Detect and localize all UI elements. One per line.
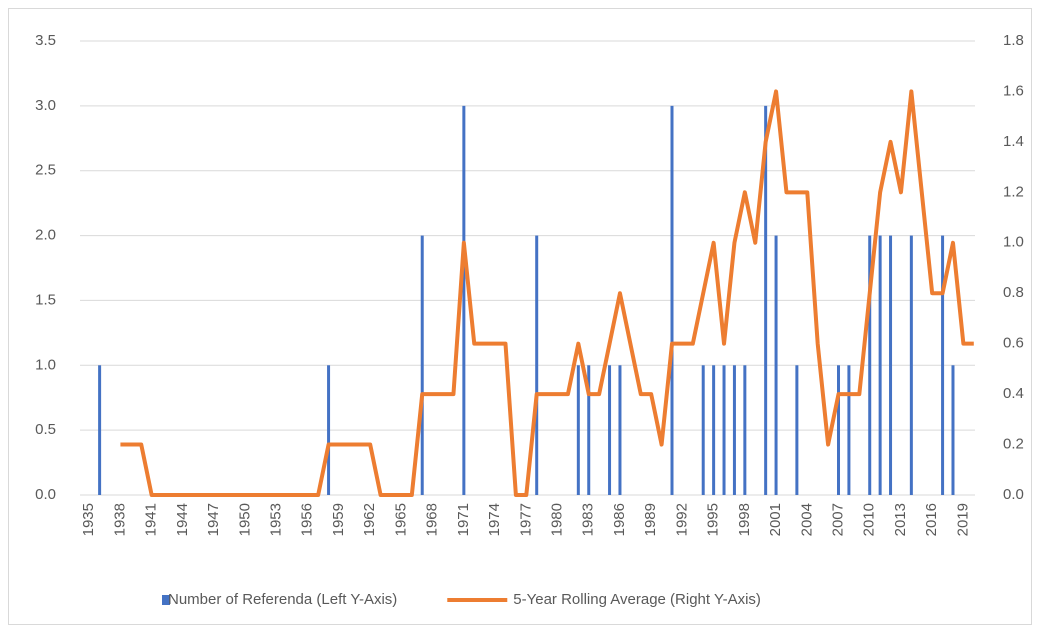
y-tick-label: 2.0: [35, 227, 56, 244]
bar: [670, 105, 674, 495]
x-tick-label: 1995: [705, 503, 722, 536]
x-tick-label: 1971: [455, 503, 472, 536]
y2-tick-label: 1.6: [1003, 82, 1024, 99]
bar: [868, 235, 872, 496]
x-tick-label: 1965: [392, 503, 409, 536]
y-tick-label: 0.0: [35, 486, 56, 503]
x-tick-label: 2019: [954, 503, 971, 536]
bar: [327, 365, 331, 495]
bar: [909, 235, 913, 496]
x-tick-label: 1935: [80, 503, 97, 536]
x-tick-label: 1953: [267, 503, 284, 536]
bar: [889, 235, 893, 496]
bar: [576, 365, 580, 495]
y-tick-label: 0.5: [35, 421, 56, 438]
x-tick-label: 1947: [205, 503, 222, 536]
line: [120, 89, 974, 497]
bar: [701, 365, 705, 495]
x-tick-label: 1956: [299, 503, 316, 536]
x-tick-label: 1983: [580, 503, 597, 536]
x-tick-label: 1992: [673, 503, 690, 536]
x-tick-label: 2010: [861, 503, 878, 536]
legend-swatch: [162, 595, 170, 605]
bar: [535, 235, 539, 496]
x-tick-label: 2013: [892, 503, 909, 536]
y-tick-label: 2.5: [35, 162, 56, 179]
bar: [732, 365, 736, 495]
y2-tick-label: 0.8: [1003, 284, 1024, 301]
y2-tick-label: 0.4: [1003, 385, 1024, 402]
x-tick-label: 1998: [736, 503, 753, 536]
y2-tick-label: 0.6: [1003, 335, 1024, 352]
x-tick-label: 1938: [111, 503, 128, 536]
y2-tick-label: 1.0: [1003, 234, 1024, 251]
x-tick-label: 1974: [486, 503, 503, 536]
y2-tick-label: 1.2: [1003, 183, 1024, 200]
y2-tick-label: 1.4: [1003, 133, 1024, 150]
x-tick-label: 1950: [236, 503, 253, 536]
bar: [712, 365, 716, 495]
x-tick-label: 2004: [798, 503, 815, 536]
x-tick-label: 1959: [330, 503, 347, 536]
x-tick-label: 1968: [424, 503, 441, 536]
y2-tick-label: 0.0: [1003, 486, 1024, 503]
y2-tick-label: 0.2: [1003, 436, 1024, 453]
bar: [722, 365, 726, 495]
bar: [837, 365, 841, 495]
bar: [98, 365, 102, 495]
y-tick-label: 3.0: [35, 97, 56, 114]
x-tick-label: 2007: [829, 503, 846, 536]
legend-label: 5-Year Rolling Average (Right Y-Axis): [513, 591, 761, 608]
x-tick-label: 2016: [923, 503, 940, 536]
chart-border: [8, 8, 1032, 625]
bar: [618, 365, 622, 495]
y-tick-label: 1.0: [35, 356, 56, 373]
x-tick-label: 1944: [174, 503, 191, 536]
bar: [847, 365, 851, 495]
y-tick-label: 1.5: [35, 291, 56, 308]
bar: [420, 235, 424, 496]
x-tick-label: 1989: [642, 503, 659, 536]
bar: [743, 365, 747, 495]
x-tick-label: 1962: [361, 503, 378, 536]
x-tick-label: 1986: [611, 503, 628, 536]
bar: [462, 105, 466, 495]
x-tick-label: 1980: [548, 503, 565, 536]
bar: [774, 235, 778, 496]
bar: [764, 105, 768, 495]
bar: [608, 365, 612, 495]
bar: [587, 365, 591, 495]
x-tick-label: 2001: [767, 503, 784, 536]
bar: [941, 235, 945, 496]
x-tick-label: 1941: [143, 503, 160, 536]
y-tick-label: 3.5: [35, 32, 56, 49]
x-tick-label: 1977: [517, 503, 534, 536]
bar: [951, 365, 955, 495]
legend-label: Number of Referenda (Left Y-Axis): [168, 591, 397, 608]
bar: [878, 235, 882, 496]
y2-tick-label: 1.8: [1003, 32, 1024, 49]
bar: [795, 365, 799, 495]
